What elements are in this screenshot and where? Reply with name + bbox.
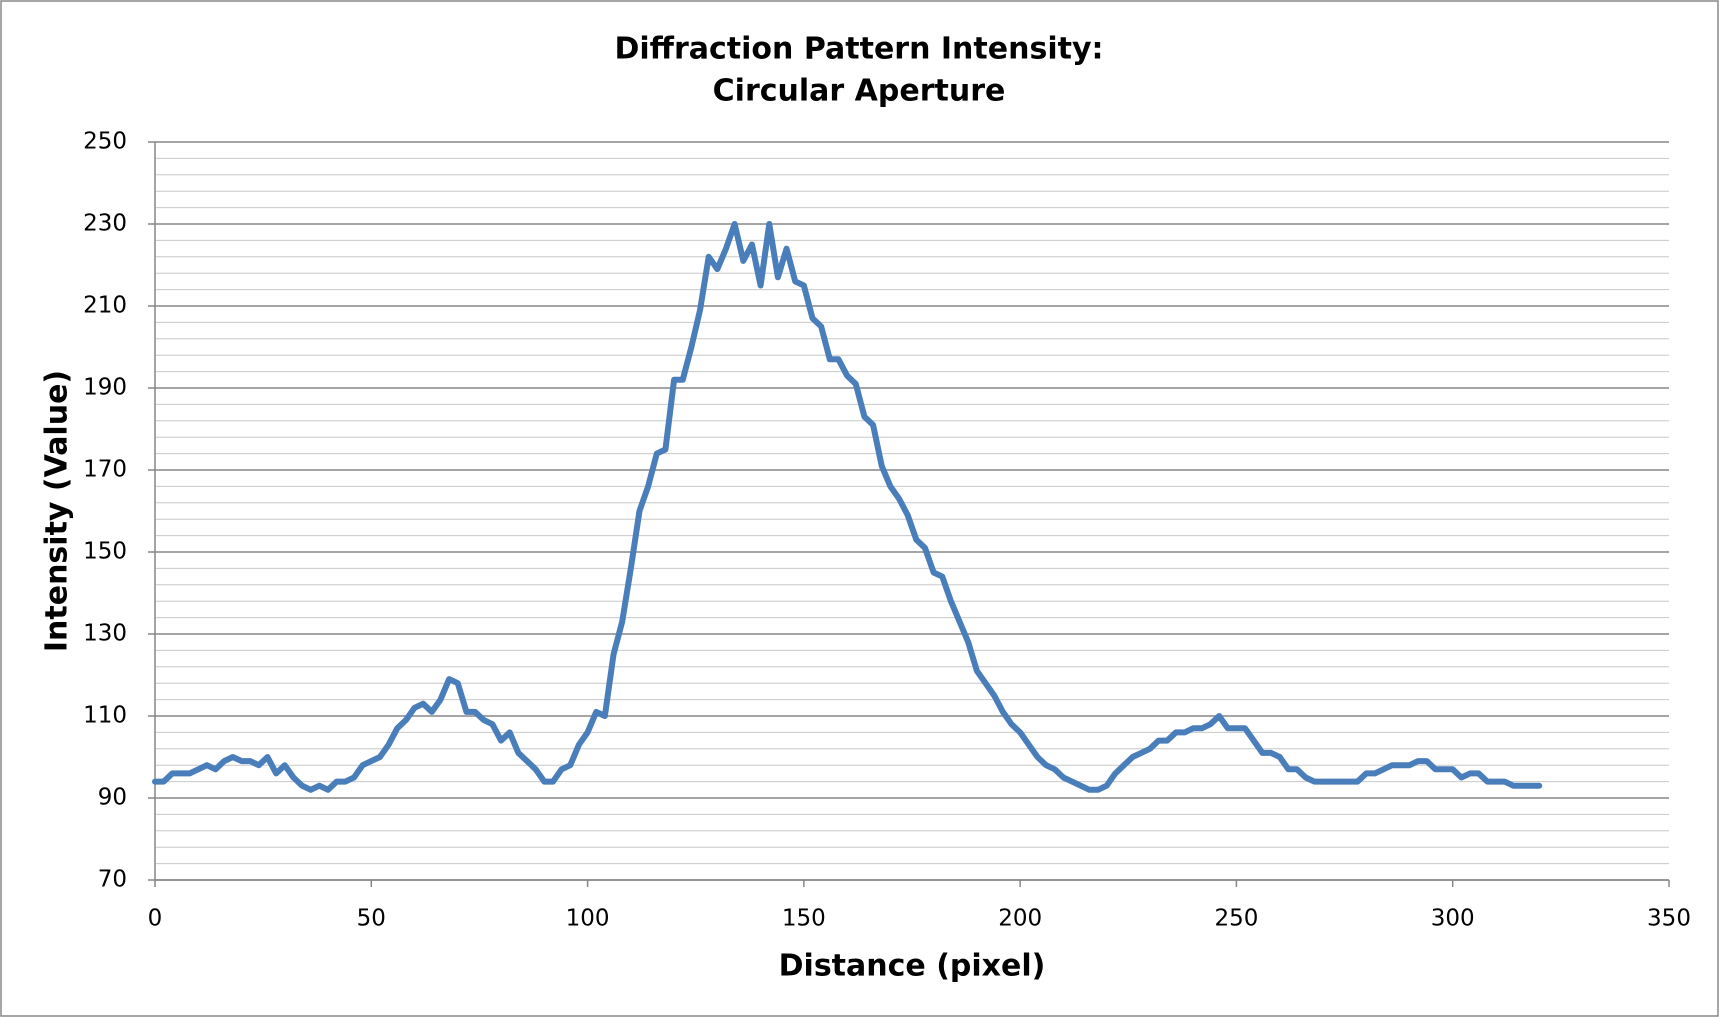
y-axis-title: Intensity (Value) [40,370,75,652]
y-tick-label: 110 [83,703,127,729]
x-tick-label: 350 [1647,906,1691,932]
y-tick-label: 130 [83,621,127,647]
chart-title: Diffraction Pattern Intensity: [615,32,1104,67]
y-tick-label: 70 [98,867,127,893]
x-tick-label: 250 [1214,906,1258,932]
x-tick-label: 300 [1431,906,1475,932]
y-tick-label: 210 [83,293,127,319]
data-line [152,221,1543,793]
chart-title: Circular Aperture [713,74,1006,109]
x-tick-label: 0 [148,906,163,932]
x-tick-label: 100 [566,906,610,932]
x-tick-label: 150 [782,906,826,932]
y-tick-label: 170 [83,457,127,483]
y-tick-label: 90 [98,785,127,811]
x-tick-label: 50 [357,906,386,932]
y-tick-label: 250 [83,129,127,155]
y-tick-label: 230 [83,211,127,237]
y-tick-label: 190 [83,375,127,401]
y-tick-label: 150 [83,539,127,565]
x-axis-title: Distance (pixel) [779,949,1046,984]
x-tick-label: 200 [998,906,1042,932]
